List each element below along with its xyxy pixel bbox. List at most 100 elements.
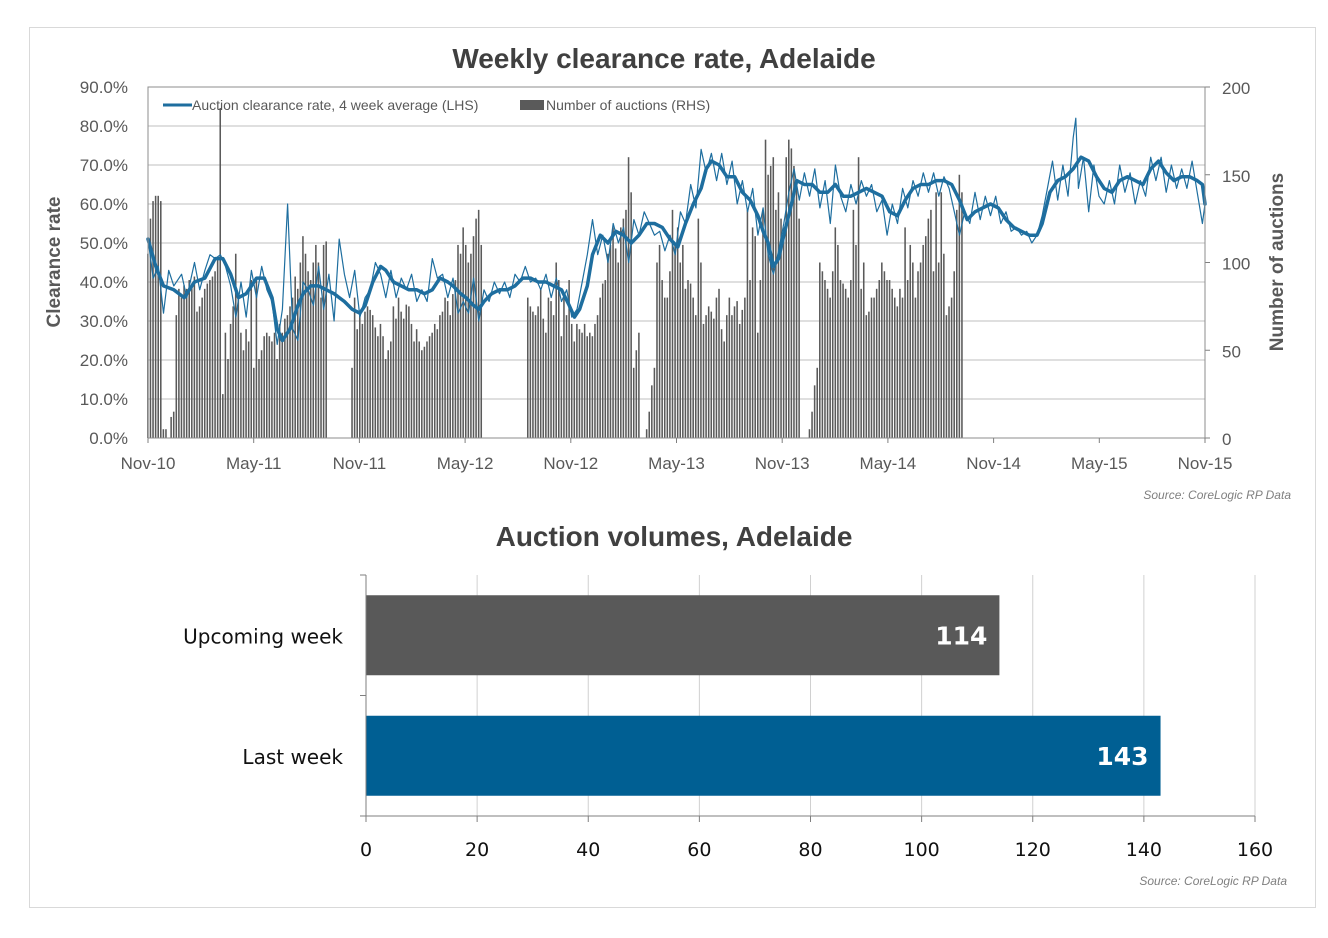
chart1-y-tick-label: 0.0% bbox=[89, 429, 128, 448]
auction-bar bbox=[356, 329, 358, 438]
auction-bar bbox=[446, 301, 449, 438]
auction-bar bbox=[379, 323, 382, 438]
auction-bar bbox=[196, 311, 198, 438]
auction-bar bbox=[162, 429, 165, 438]
auction-bar bbox=[604, 280, 607, 438]
chart1-y2-tick-label: 150 bbox=[1222, 167, 1250, 186]
auction-bar bbox=[764, 139, 767, 438]
auction-bar bbox=[870, 297, 873, 438]
auction-bar bbox=[694, 315, 697, 438]
legend-bar-label: Number of auctions (RHS) bbox=[546, 97, 710, 113]
auction-bar bbox=[410, 323, 413, 438]
auction-bar bbox=[790, 148, 793, 439]
auction-bar bbox=[449, 315, 452, 438]
auction-bar bbox=[671, 209, 674, 438]
auction-bar bbox=[614, 248, 617, 438]
auction-bar bbox=[842, 283, 844, 438]
legend-line-label: Auction clearance rate, 4 week average (… bbox=[192, 97, 478, 113]
auction-bar bbox=[653, 367, 656, 438]
auction-bar bbox=[713, 318, 715, 438]
chart1-y2-axis-label: Number of auctions bbox=[1267, 173, 1288, 351]
chart2-x-tick-label: 80 bbox=[798, 839, 822, 861]
auction-bar bbox=[847, 297, 850, 438]
chart2-gridlines: 0 20 40 60 80 100 120 140 160 bbox=[360, 575, 1273, 861]
chart1-x-tick-label: May-13 bbox=[648, 454, 705, 473]
auction-bar bbox=[881, 262, 883, 438]
auction-bar bbox=[402, 318, 405, 438]
chart1-y-tick-label: 30.0% bbox=[80, 312, 128, 331]
auction-bar bbox=[648, 411, 651, 438]
auction-bar bbox=[707, 306, 710, 438]
auction-bar bbox=[325, 241, 327, 438]
auction-bar bbox=[749, 280, 751, 438]
auction-bar bbox=[183, 285, 185, 438]
auction-bar bbox=[539, 288, 542, 438]
auction-bar bbox=[731, 315, 733, 438]
auction-bar bbox=[191, 283, 193, 438]
auction-bar bbox=[160, 201, 162, 438]
auction-bar bbox=[581, 332, 583, 438]
auction-bar bbox=[943, 253, 945, 438]
auction-bar bbox=[904, 227, 906, 438]
auction-bar bbox=[408, 306, 410, 438]
auction-bar bbox=[237, 297, 240, 438]
auction-bar bbox=[961, 192, 963, 438]
auction-bar bbox=[860, 288, 862, 438]
auction-bar bbox=[563, 297, 565, 438]
auction-bar bbox=[317, 262, 320, 438]
auction-bar bbox=[423, 346, 426, 438]
auction-bar bbox=[299, 262, 302, 438]
auction-bar bbox=[935, 192, 937, 438]
auction-bar bbox=[276, 359, 278, 438]
auction-bar bbox=[601, 283, 604, 438]
auction-bar bbox=[214, 271, 216, 438]
auction-bar bbox=[772, 157, 775, 438]
auction-bar bbox=[286, 315, 289, 438]
auction-bar bbox=[736, 301, 738, 438]
auction-bar bbox=[738, 323, 741, 438]
auction-bar bbox=[886, 280, 888, 438]
auction-bar bbox=[627, 157, 630, 438]
auction-bar bbox=[891, 288, 893, 438]
auction-bar bbox=[751, 227, 754, 438]
auction-bar bbox=[684, 288, 687, 438]
auction-bar bbox=[552, 315, 555, 438]
auction-bar bbox=[901, 297, 904, 438]
weekly-clearance-line bbox=[147, 117, 1206, 345]
auction-bar bbox=[364, 311, 366, 438]
auction-bar bbox=[245, 329, 247, 438]
auction-bar bbox=[278, 323, 281, 438]
auction-bar bbox=[819, 262, 821, 438]
auction-bar bbox=[570, 323, 573, 438]
auction-bar bbox=[263, 336, 265, 438]
auction-bar bbox=[883, 271, 886, 438]
auction-bar bbox=[193, 276, 196, 438]
auction-bar bbox=[759, 280, 762, 438]
auction-bar bbox=[744, 297, 746, 438]
auction-bar bbox=[532, 311, 534, 438]
chart-frame bbox=[29, 27, 1316, 908]
auction-bar bbox=[405, 304, 408, 438]
auction-bar bbox=[260, 350, 263, 438]
auction-bar bbox=[912, 262, 914, 438]
auction-bar bbox=[312, 262, 315, 438]
auction-bar bbox=[857, 157, 860, 438]
auction-bar bbox=[418, 341, 421, 438]
auction-bar bbox=[361, 323, 364, 438]
auction-bar bbox=[206, 283, 209, 438]
auction-bar bbox=[545, 332, 547, 438]
auction-bar bbox=[219, 108, 222, 438]
auction-bar bbox=[682, 244, 684, 438]
auction-bar bbox=[914, 297, 917, 438]
auction-bar bbox=[291, 297, 294, 438]
auction-bar bbox=[480, 244, 483, 438]
auction-bar bbox=[955, 209, 958, 438]
auction-bar bbox=[320, 297, 322, 438]
auction-bar bbox=[170, 416, 172, 438]
auction-bar bbox=[253, 367, 255, 438]
auction-bar bbox=[865, 315, 868, 438]
chart2-x-tick-label: 20 bbox=[465, 839, 489, 861]
chart1-auction-bars bbox=[147, 108, 963, 439]
auction-bar bbox=[271, 341, 273, 438]
